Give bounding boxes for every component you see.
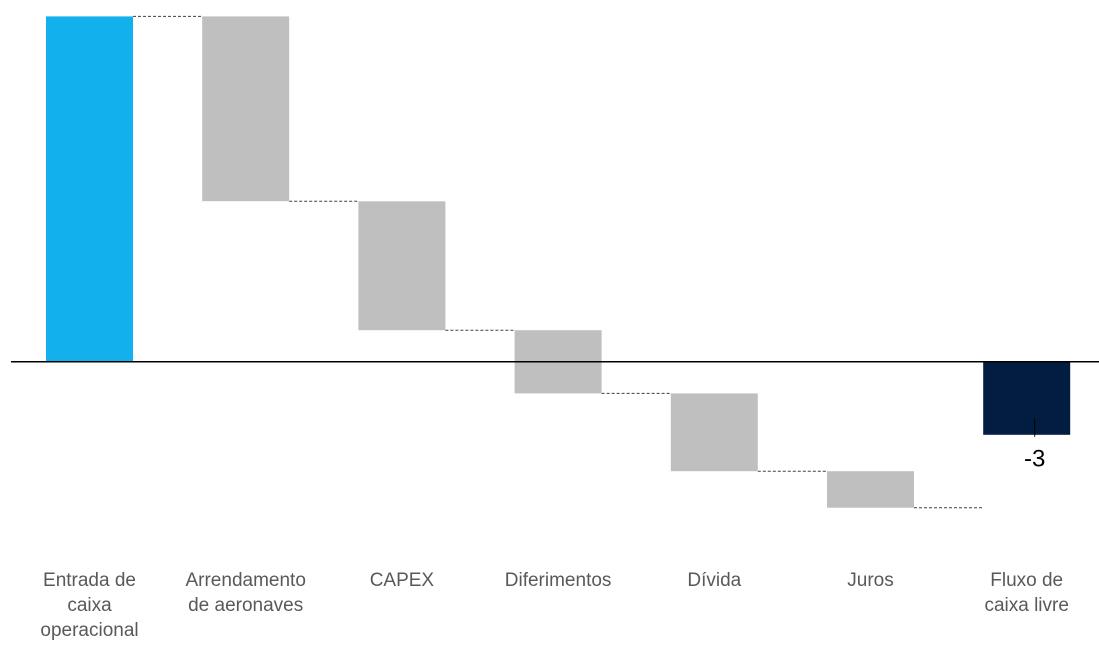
connector-lines: [133, 15, 984, 509]
category-label-diferimentos: Diferimentos: [505, 570, 612, 591]
category-label-juros: Juros: [847, 570, 893, 591]
category-label-fluxo-de-caixa-livre: Fluxo de caixa livre: [984, 570, 1068, 616]
category-label-line: caixa: [67, 595, 112, 616]
bar-capex: [358, 201, 446, 331]
bar-juros: [827, 471, 914, 508]
bar-fluxo-de-caixa-livre: [983, 361, 1071, 435]
category-labels: Entrada de caixa operacional Arrendamento de…: [40, 570, 1069, 641]
bar-entrada-de-caixa-operacional: [46, 16, 133, 362]
category-label-line: CAPEX: [370, 570, 435, 591]
category-label-arrendamento-de-aeronaves: Arrendamento de aeronaves: [185, 570, 305, 616]
category-label-line: de aeronaves: [188, 595, 303, 616]
category-label-line: Diferimentos: [505, 570, 612, 591]
category-label-line: Entrada de: [43, 570, 136, 591]
category-label-line: Dívida: [687, 570, 741, 591]
bars: [46, 16, 1071, 508]
category-label-line: Juros: [847, 570, 893, 591]
category-label-line: operacional: [40, 620, 138, 641]
category-label-line: caixa livre: [984, 595, 1068, 616]
category-label-line: Arrendamento: [185, 570, 305, 591]
category-label-line: Fluxo de: [990, 570, 1063, 591]
category-label-divida: Dívida: [687, 570, 741, 591]
category-label-entrada-de-caixa-operacional: Entrada de caixa operacional: [40, 570, 138, 641]
bar-arrendamento-de-aeronaves: [202, 16, 290, 202]
data-labels: -3: [1024, 418, 1045, 473]
category-label-capex: CAPEX: [370, 570, 435, 591]
data-label-fluxo-de-caixa-livre: -3: [1024, 446, 1045, 473]
bar-divida: [670, 393, 758, 472]
